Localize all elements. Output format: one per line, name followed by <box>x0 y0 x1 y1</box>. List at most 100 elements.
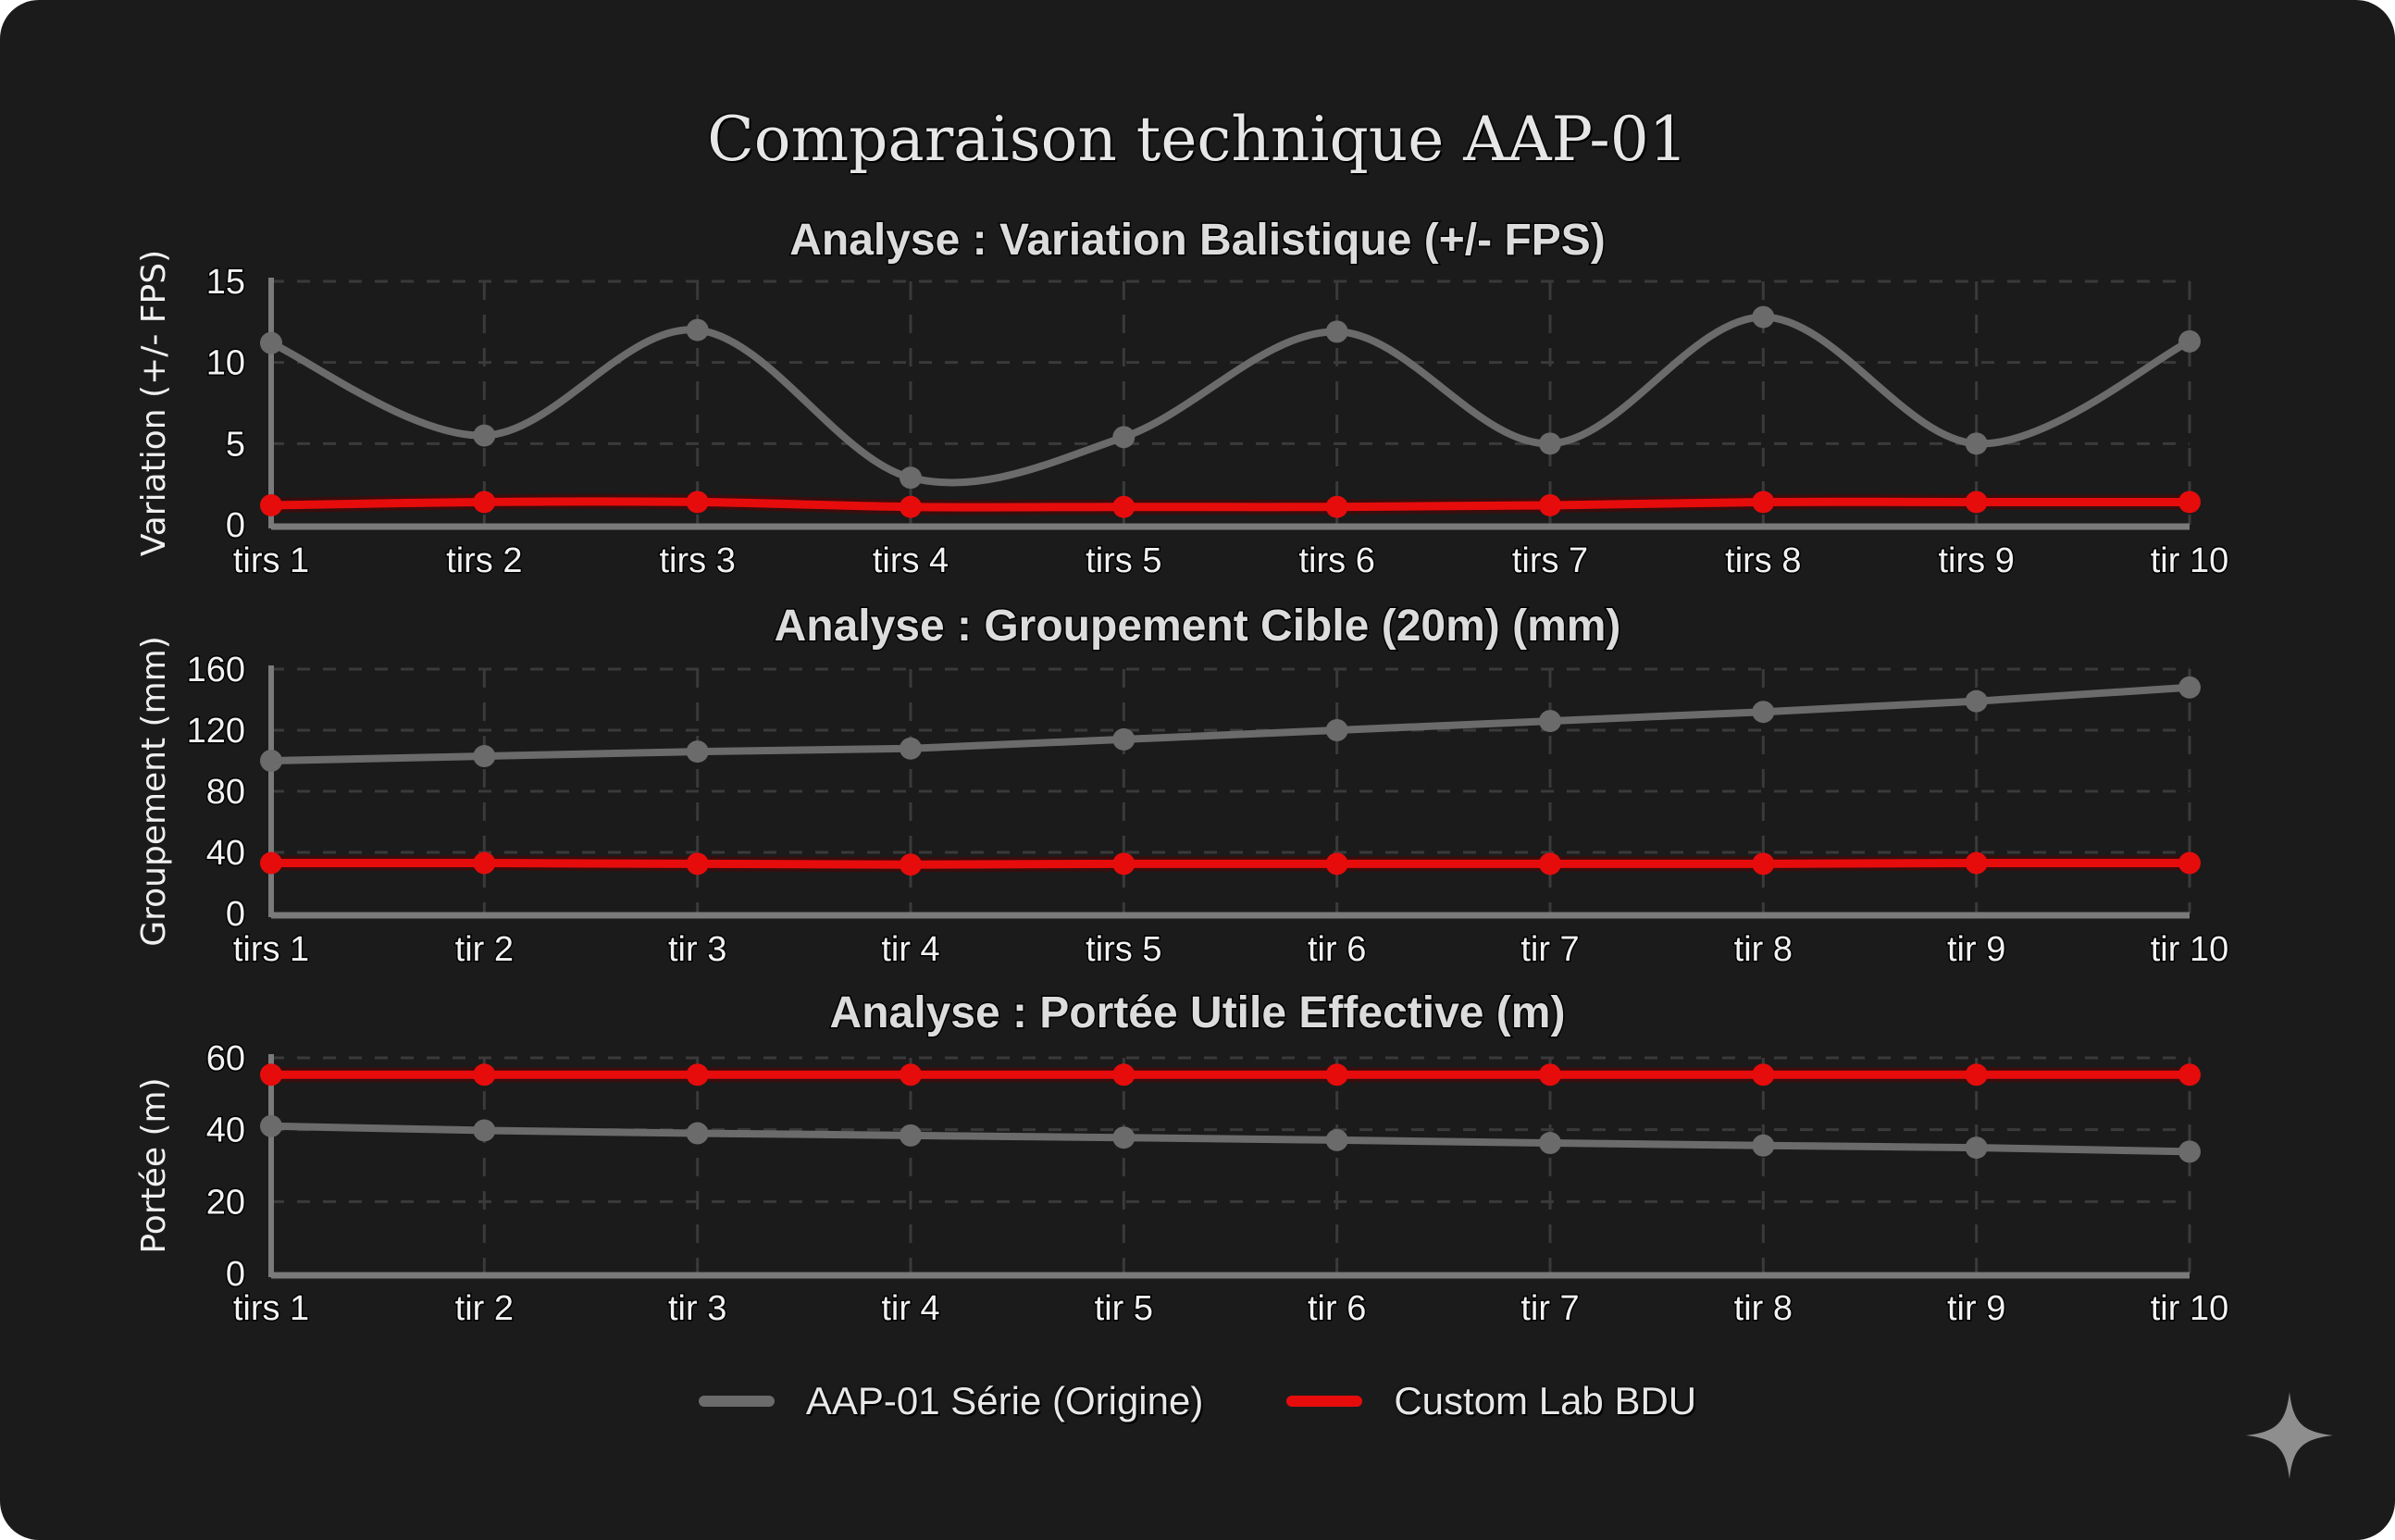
series-origin-point <box>1539 432 1561 455</box>
chart-2: Analyse : Groupement Cible (20m) (mm) 0 40… <box>135 601 2230 971</box>
y-tick-label: 160 <box>187 651 245 689</box>
series-origin-point <box>1965 432 1988 455</box>
x-tick-label: tir 4 <box>881 930 939 969</box>
main-title: Comparaison technique AAP-01 <box>707 104 1688 175</box>
series-origin-point <box>1325 320 1348 343</box>
x-tick-label: tir 10 <box>2151 930 2228 969</box>
series-origin-point <box>1965 689 1988 713</box>
x-tick-label: tir 2 <box>455 1289 514 1328</box>
series-custom-point <box>1965 491 1988 514</box>
legend-item-origin: AAP-01 Série (Origine) <box>698 1379 1204 1423</box>
series-custom-point <box>900 1063 922 1087</box>
series-origin-point <box>686 1122 709 1145</box>
series-custom-point <box>1112 852 1135 876</box>
series-custom-point <box>1752 491 1775 514</box>
x-tick-label: tir 10 <box>2151 541 2228 580</box>
series-custom-point <box>1325 495 1348 518</box>
series-origin-point <box>1539 710 1561 733</box>
series-origin-point <box>260 750 282 772</box>
series-origin-point <box>1752 1134 1775 1157</box>
series-origin-point <box>1112 426 1135 449</box>
series-origin-line <box>267 313 2193 487</box>
legend-swatch-custom <box>1286 1396 1363 1407</box>
x-tick-label: tir 2 <box>455 930 514 969</box>
series-origin-point <box>473 1119 496 1142</box>
legend-item-custom: Custom Lab BDU <box>1286 1379 1696 1423</box>
series-custom-point <box>1752 852 1775 876</box>
series-origin-point <box>1752 701 1775 724</box>
y-tick-label: 80 <box>206 773 245 812</box>
y-tick-label: 120 <box>187 712 245 751</box>
series-origin-point <box>260 331 282 354</box>
chart-title: Analyse : Portée Utile Effective (m) <box>830 988 1566 1037</box>
y-tick-label: 40 <box>206 1112 245 1150</box>
y-tick-label: 40 <box>206 834 245 873</box>
series-custom-point <box>260 1063 282 1087</box>
series-custom-point <box>1752 1063 1775 1087</box>
y-axis-label: Portée (m) <box>135 1077 173 1253</box>
series-origin-line <box>267 683 2193 764</box>
series-custom-point <box>1112 1063 1135 1087</box>
series-origin-line <box>267 1122 2193 1156</box>
y-tick-label: 60 <box>206 1039 245 1078</box>
series-custom-point <box>260 493 282 516</box>
x-tick-label: tirs 7 <box>1512 541 1588 580</box>
x-tick-label: tirs 1 <box>233 541 309 580</box>
series-origin-point <box>2178 329 2201 353</box>
x-tick-label: tir 3 <box>668 1289 726 1328</box>
series-origin-point <box>1752 305 1775 329</box>
x-tick-label: tirs 1 <box>233 1289 309 1328</box>
y-tick-label: 0 <box>226 1255 245 1294</box>
y-tick-label: 15 <box>206 263 245 302</box>
series-custom-point <box>260 851 282 875</box>
series-custom-point <box>2178 851 2201 875</box>
series-custom-line <box>267 859 2194 869</box>
x-tick-label: tirs 5 <box>1086 541 1161 580</box>
x-tick-label: tirs 3 <box>659 541 735 580</box>
series-origin-point <box>900 1124 922 1147</box>
series-origin-point <box>686 318 709 342</box>
legend-swatch-origin <box>698 1396 775 1407</box>
series-origin-point <box>1325 719 1348 741</box>
series-origin-point <box>1539 1132 1561 1155</box>
x-tick-label: tir 7 <box>1520 930 1579 969</box>
series-custom-point <box>2178 1063 2201 1087</box>
series-origin-point <box>260 1114 282 1137</box>
x-tick-label: tirs 4 <box>873 541 949 580</box>
y-axis-label: Groupement (mm) <box>135 636 173 947</box>
series-custom-point <box>1965 851 1988 875</box>
series-origin-point <box>900 737 922 760</box>
x-tick-label: tir 4 <box>881 1289 939 1328</box>
series-origin-point <box>1965 1136 1988 1160</box>
legend: AAP-01 Série (Origine) Custom Lab BDU <box>0 1379 2395 1423</box>
sparkle-icon <box>2245 1391 2334 1480</box>
series-custom-point <box>2178 491 2201 514</box>
chart-1: Analyse : Variation Balistique (+/- FPS)… <box>135 215 2230 582</box>
series-origin-point <box>473 424 496 447</box>
y-tick-label: 10 <box>206 344 245 383</box>
x-tick-label: tir 8 <box>1734 1289 1793 1328</box>
y-tick-label: 5 <box>226 425 245 464</box>
series-custom-point <box>473 1063 496 1087</box>
legend-label-origin: AAP-01 Série (Origine) <box>805 1379 1204 1422</box>
series-custom-point <box>686 1063 709 1087</box>
series-origin-point <box>2178 676 2201 699</box>
series-origin-point <box>1112 727 1135 751</box>
series-custom-point <box>686 491 709 514</box>
y-axis-label: Variation (+/- FPS) <box>135 250 173 556</box>
x-tick-label: tirs 8 <box>1725 541 1801 580</box>
x-tick-label: tir 8 <box>1734 930 1793 969</box>
x-tick-label: tir 6 <box>1308 1289 1366 1328</box>
x-tick-label: tirs 6 <box>1298 541 1374 580</box>
series-origin-point <box>900 466 922 490</box>
series-custom-point <box>1539 493 1561 516</box>
chart-title: Analyse : Groupement Cible (20m) (mm) <box>775 602 1621 651</box>
x-tick-label: tirs 1 <box>233 930 309 969</box>
series-custom-point <box>1539 852 1561 876</box>
series-custom-point <box>1965 1063 1988 1087</box>
x-tick-label: tirs 2 <box>446 541 522 580</box>
series-custom-point <box>1112 495 1135 518</box>
x-tick-label: tir 3 <box>668 930 726 969</box>
